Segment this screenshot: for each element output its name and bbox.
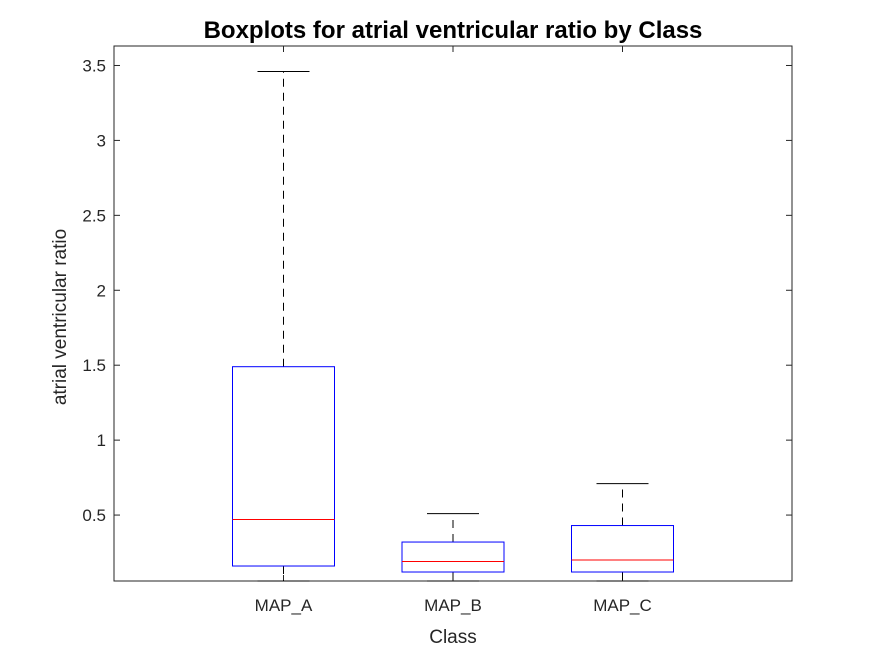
x-tick-label: MAP_A xyxy=(255,596,313,615)
box-iqr xyxy=(232,366,335,567)
y-tick-label: 1 xyxy=(97,431,106,450)
chart-title: Boxplots for atrial ventricular ratio by… xyxy=(204,17,703,44)
y-tick-label: 3.5 xyxy=(82,56,106,75)
box-iqr xyxy=(571,525,674,573)
x-tick-label: MAP_B xyxy=(424,596,482,615)
y-tick-label: 0.5 xyxy=(82,506,106,525)
y-tick-label: 3 xyxy=(97,131,106,150)
x-tick-label: MAP_C xyxy=(593,596,652,615)
y-tick-label: 2.5 xyxy=(82,206,106,225)
box-iqr xyxy=(401,541,505,573)
plot-area: 0.5 1 1.5 2 2.5 3 3.5 MAP_A MAP_B MAP_C xyxy=(82,45,793,615)
y-tick-label: 1.5 xyxy=(82,356,106,375)
axes-frame xyxy=(113,45,793,582)
x-axis-label: Class xyxy=(429,627,477,648)
y-axis-label: atrial ventricular ratio xyxy=(50,229,71,405)
y-tick-label: 2 xyxy=(97,281,106,300)
